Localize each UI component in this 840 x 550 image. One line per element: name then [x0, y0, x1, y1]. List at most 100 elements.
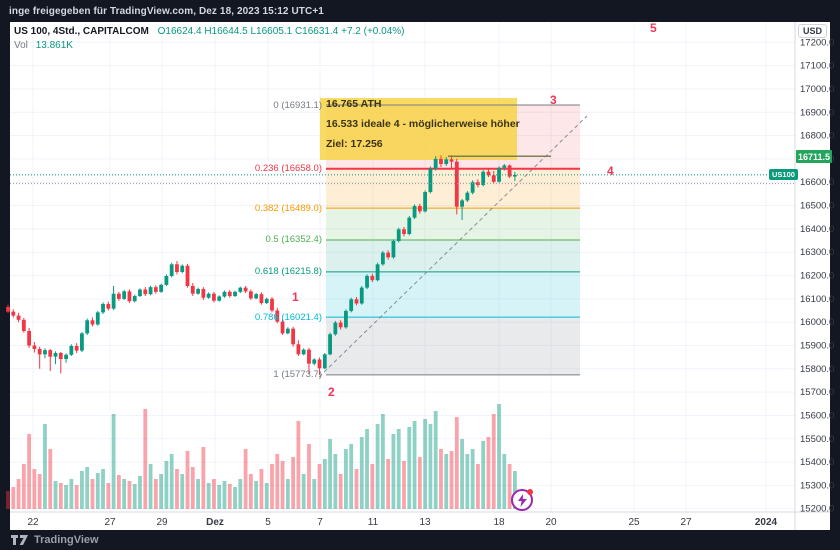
watermark-text: TradingView — [34, 534, 99, 546]
candle-body — [248, 291, 253, 299]
candle-body — [32, 345, 37, 349]
candle-body — [391, 240, 396, 258]
candle-body — [359, 287, 364, 304]
price-tick-label: 16800.0 — [800, 131, 834, 142]
candle-body — [74, 345, 79, 351]
candle-body — [122, 291, 127, 299]
candlestick-series — [6, 155, 517, 375]
price-tick-label: 15700.0 — [800, 387, 834, 398]
candle-body — [444, 159, 449, 165]
note-box-background[interactable] — [320, 98, 517, 160]
candle-body — [27, 331, 32, 346]
candle-body — [449, 159, 454, 162]
volume-bar — [423, 419, 428, 509]
volume-bar — [27, 434, 32, 509]
share-info-bar: inge freigegeben für TradingView.com, De… — [0, 0, 840, 22]
volume-bar — [264, 483, 269, 509]
volume-bar — [481, 441, 486, 509]
candle-body — [227, 291, 232, 297]
notification-dot — [527, 489, 533, 495]
candle-body — [338, 322, 343, 328]
elliott-wave-label-4[interactable]: 4 — [607, 164, 614, 178]
candle-body — [101, 303, 105, 313]
candle-body — [159, 284, 164, 292]
volume-bar — [270, 464, 274, 509]
candle-body — [111, 293, 116, 309]
fib-band-0.618 — [326, 271, 580, 318]
candle-body — [143, 289, 148, 295]
candle-body — [212, 293, 216, 301]
dashed-trendline[interactable] — [318, 115, 588, 378]
candle-body — [11, 311, 16, 316]
volume-bar — [338, 474, 343, 509]
candle-body — [106, 303, 111, 309]
volume-bar — [74, 485, 79, 509]
volume-bar — [138, 476, 142, 509]
candle-body — [507, 165, 512, 177]
candle-body — [433, 158, 438, 169]
volume-bar — [417, 457, 422, 509]
elliott-wave-label-2[interactable]: 2 — [328, 385, 335, 399]
fib-band-0.5 — [326, 239, 580, 272]
volume-bar — [354, 469, 359, 509]
price-tick-label: 15600.0 — [800, 410, 834, 421]
price-tick-label: 16900.0 — [800, 107, 834, 118]
volume-bar — [359, 437, 364, 509]
volume-bar — [296, 421, 301, 509]
volume-bar — [180, 474, 185, 509]
tradingview-logo-icon — [11, 535, 28, 545]
price-tick-label: 15300.0 — [800, 480, 834, 491]
price-tick-label: 16600.0 — [800, 177, 834, 188]
fib-band-0.236 — [326, 168, 580, 209]
volume-bar — [444, 454, 449, 509]
price-axis[interactable]: 17200.017100.017000.016900.016800.016700… — [800, 37, 834, 514]
candle-body — [48, 350, 53, 357]
candle-body — [386, 252, 391, 258]
flash-button[interactable] — [511, 489, 533, 511]
candle-body — [259, 294, 264, 304]
currency-toggle-button[interactable]: USD — [798, 24, 827, 38]
candle-body — [127, 291, 132, 302]
price-tick-label: 17100.0 — [800, 61, 834, 72]
volume-bar — [344, 449, 348, 509]
candle-body — [206, 293, 211, 298]
time-tick-label: 13 — [419, 517, 431, 528]
time-tick-label: 5 — [265, 517, 271, 528]
candle-body — [95, 312, 100, 325]
candle-body — [407, 217, 412, 234]
volume-bar — [127, 481, 132, 509]
volume-bar — [396, 429, 401, 509]
candle-body — [396, 229, 401, 241]
elliott-wave-label-1[interactable]: 1 — [292, 290, 299, 304]
candle-body — [275, 310, 280, 322]
candle-body — [423, 192, 428, 212]
volume-bar — [307, 444, 311, 509]
candle-body — [196, 289, 200, 294]
time-tick-label: 25 — [628, 517, 640, 528]
candle-body — [486, 171, 491, 176]
volume-bar — [333, 454, 338, 509]
candle-body — [53, 352, 58, 357]
drawn-line-price-label: 16711.5 — [796, 150, 832, 163]
candle-body — [296, 344, 301, 355]
price-tick-label: 15900.0 — [800, 340, 834, 351]
elliott-wave-label-5[interactable]: 5 — [650, 21, 657, 35]
candle-body — [254, 294, 259, 299]
volume-bar — [164, 461, 169, 509]
volume-bar — [476, 464, 480, 509]
volume-bar — [243, 449, 248, 509]
price-tick-label: 15800.0 — [800, 364, 834, 375]
volume-bar — [322, 459, 327, 509]
candle-body — [328, 334, 332, 355]
volume-bar — [206, 483, 211, 509]
time-axis[interactable]: 22 27 29 Dez 5 7 11 13 18 20 25 27 2024 — [27, 517, 777, 528]
price-tick-label: 16100.0 — [800, 294, 834, 305]
candle-body — [291, 328, 296, 345]
elliott-wave-label-3[interactable]: 3 — [550, 93, 557, 107]
candle-body — [317, 359, 322, 369]
volume-bar — [238, 479, 243, 509]
volume-bar — [465, 454, 470, 509]
time-tick-label: Dez — [206, 517, 224, 528]
